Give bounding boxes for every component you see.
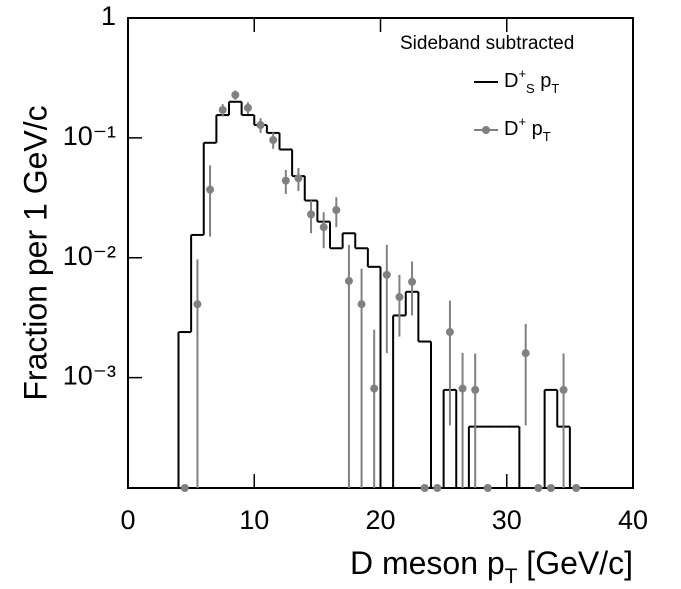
x-tick-label: 20 <box>365 505 395 535</box>
data-point <box>546 484 555 492</box>
data-point <box>294 174 303 183</box>
legend-label-part: D <box>504 70 518 92</box>
legend-label-part: T <box>543 129 551 144</box>
data-point <box>256 121 265 130</box>
data-point <box>572 484 581 492</box>
data-point <box>206 185 215 194</box>
data-point <box>370 384 379 393</box>
legend-label-part: p <box>526 118 543 140</box>
legend-label: D+S pT <box>504 66 559 96</box>
data-point <box>521 349 530 358</box>
data-point <box>559 385 568 394</box>
data-point <box>269 135 278 144</box>
data-point <box>382 270 391 279</box>
data-point <box>193 300 202 309</box>
legend-label-part: T <box>551 81 559 96</box>
legend-label-part: D <box>504 118 518 140</box>
legend-label-part: + <box>518 114 526 129</box>
data-point <box>445 328 454 337</box>
data-point <box>395 293 404 302</box>
data-point <box>483 484 492 492</box>
y-tick-label: 1 <box>101 1 116 31</box>
y-tick-label: 10⁻³ <box>63 361 116 391</box>
data-point <box>534 484 543 492</box>
legend-label: D+ pT <box>504 114 551 144</box>
x-tick-label: 10 <box>239 505 269 535</box>
x-axis-title-part: T <box>505 565 518 588</box>
data-point <box>319 223 328 232</box>
data-point <box>332 206 341 215</box>
data-point <box>180 484 189 492</box>
data-point <box>344 276 353 285</box>
x-tick-label: 40 <box>618 505 648 535</box>
data-point <box>420 484 429 492</box>
legend-marker <box>482 126 490 134</box>
data-point <box>281 176 290 185</box>
y-tick-label: 10⁻¹ <box>63 121 116 151</box>
data-point <box>433 484 442 492</box>
y-tick-label: 10⁻² <box>63 241 116 271</box>
y-axis-title: Fraction per 1 GeV/c <box>17 105 53 400</box>
data-point <box>218 105 227 114</box>
data-point <box>458 384 467 393</box>
data-point <box>307 210 316 219</box>
legend-label-part: p <box>535 70 552 92</box>
x-tick-label: 0 <box>120 505 135 535</box>
data-point <box>243 103 252 112</box>
data-point <box>471 385 480 394</box>
x-axis-title-part: [GeV/c] <box>517 545 633 581</box>
legend-title: Sideband subtracted <box>400 33 574 54</box>
x-axis-title-part: D meson p <box>350 545 505 581</box>
data-point <box>408 277 417 286</box>
data-point <box>357 300 366 309</box>
legend-label-part: S <box>526 81 535 96</box>
x-tick-label: 30 <box>492 505 522 535</box>
data-point <box>231 90 240 99</box>
x-axis-title: D meson pT [GeV/c] <box>350 545 633 588</box>
legend-label-part: + <box>518 66 526 81</box>
